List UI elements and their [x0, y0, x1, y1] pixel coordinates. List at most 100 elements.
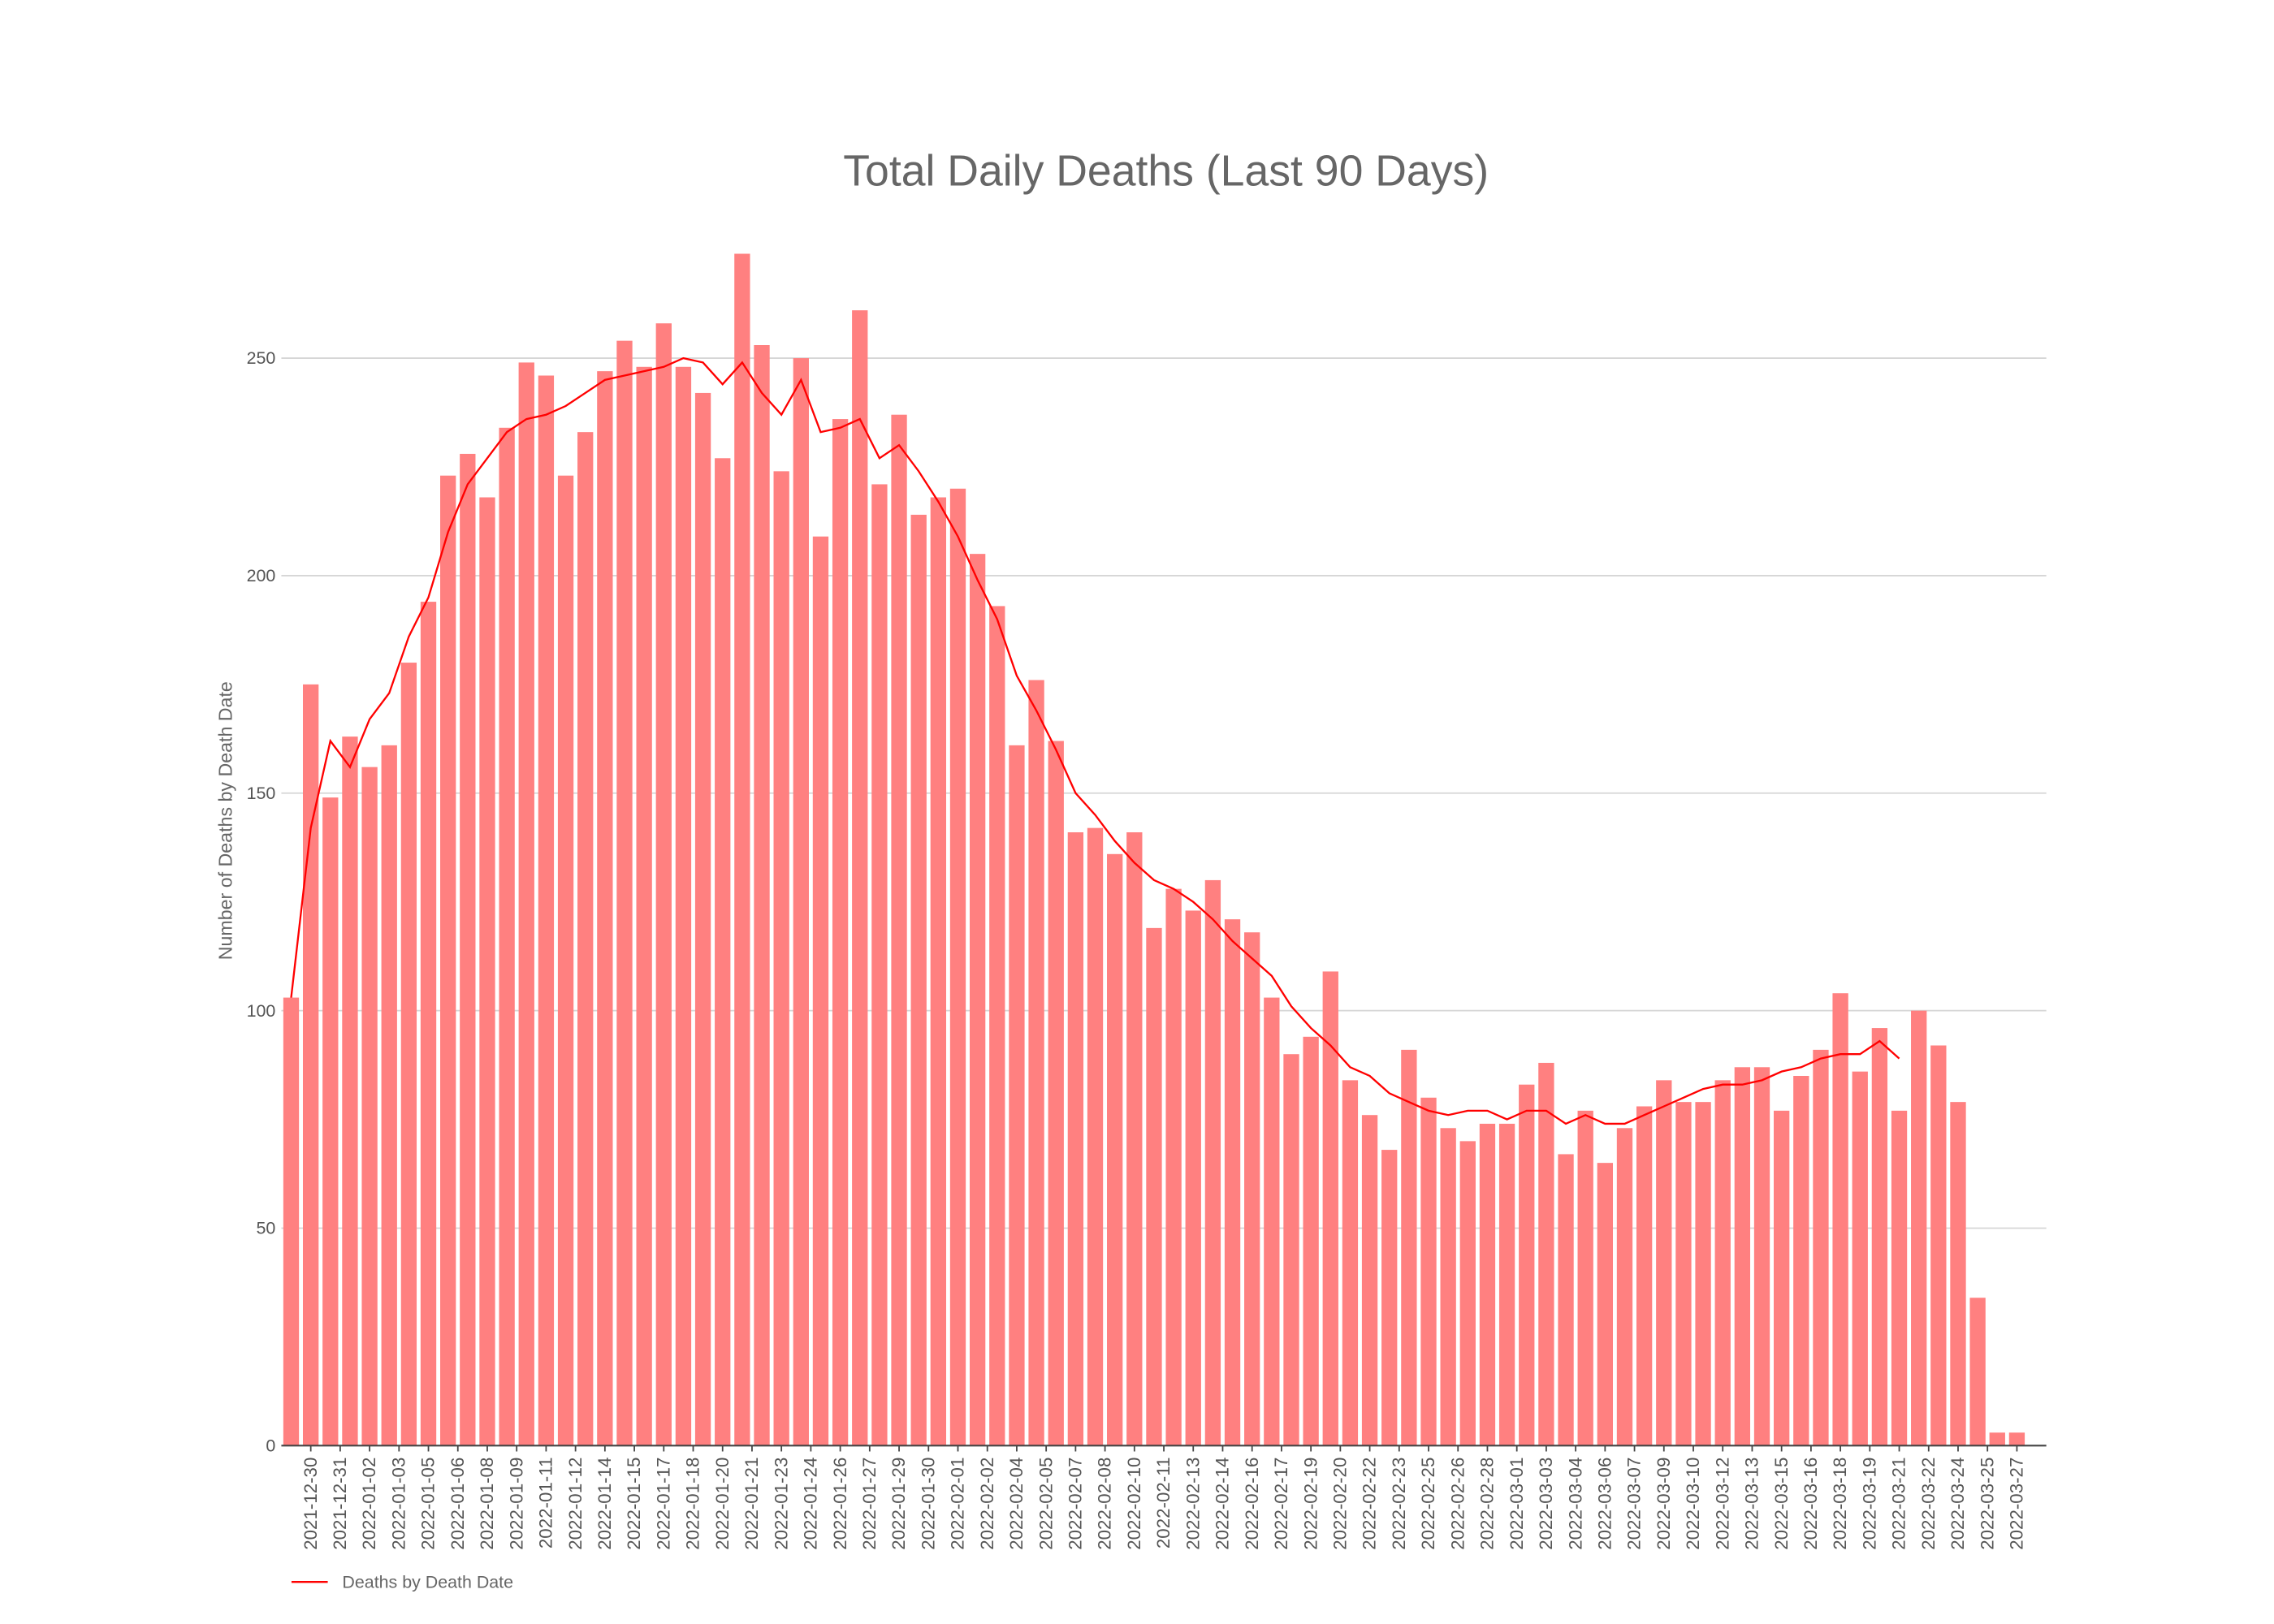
bar [538, 375, 555, 1446]
bar [577, 432, 594, 1446]
x-tick-label: 2022-02-28 [1477, 1458, 1498, 1550]
x-tick-label: 2022-03-04 [1565, 1458, 1585, 1550]
x-tick-label: 2022-02-04 [1006, 1458, 1027, 1550]
bar [1597, 1163, 1613, 1446]
x-tick-label: 2021-12-30 [300, 1458, 321, 1550]
x-tick-label: 2022-03-12 [1712, 1458, 1732, 1550]
bar [1519, 1084, 1535, 1446]
bar [1303, 1036, 1319, 1446]
bar [361, 767, 378, 1446]
bar [1734, 1067, 1751, 1446]
x-tick-label: 2022-02-10 [1124, 1458, 1144, 1550]
bar [420, 602, 437, 1446]
x-tick-label: 2022-01-14 [594, 1458, 615, 1550]
bar [1204, 879, 1221, 1446]
x-tick-label: 2022-01-02 [359, 1458, 379, 1550]
bar [1048, 741, 1064, 1446]
x-tick-label: 2022-03-25 [1977, 1458, 1997, 1550]
y-tick-label: 200 [247, 566, 276, 585]
bar [1440, 1128, 1456, 1446]
x-tick-label: 2022-02-20 [1330, 1458, 1351, 1550]
x-tick-label: 2022-03-16 [1801, 1458, 1821, 1550]
bar [1146, 927, 1162, 1446]
x-tick-label: 2022-02-16 [1242, 1458, 1262, 1550]
x-tick-label: 2022-02-17 [1271, 1458, 1291, 1550]
x-tick-label: 2022-01-18 [683, 1458, 703, 1550]
bar [715, 458, 731, 1446]
x-tick-label: 2022-02-13 [1182, 1458, 1203, 1550]
bar [910, 514, 927, 1446]
bar [1930, 1045, 1947, 1446]
bar [1498, 1123, 1515, 1446]
line [290, 356, 1900, 1125]
bar [381, 745, 397, 1446]
x-tick-label: 2022-03-09 [1654, 1458, 1674, 1550]
x-tick-label: 2022-02-19 [1300, 1458, 1321, 1550]
x-tick-label: 2022-02-23 [1389, 1458, 1409, 1550]
x-tick-label: 2022-01-06 [447, 1458, 468, 1550]
x-tick-label: 2022-02-02 [977, 1458, 997, 1550]
bar [1361, 1115, 1378, 1446]
bar [734, 253, 750, 1446]
bar [302, 684, 319, 1446]
bar [969, 554, 986, 1446]
bar [1087, 827, 1104, 1446]
bar [1264, 997, 1280, 1446]
x-tick-label: 2022-01-09 [506, 1458, 526, 1550]
x-tick-label: 2022-01-20 [712, 1458, 733, 1550]
x-tick-label: 2022-02-25 [1418, 1458, 1438, 1550]
x-tick-label: 2022-03-10 [1683, 1458, 1703, 1550]
bar [1832, 993, 1848, 1446]
bar [518, 362, 534, 1446]
y-tick-label: 250 [247, 348, 276, 368]
x-tick-label: 2022-03-13 [1742, 1458, 1762, 1550]
bar [400, 663, 417, 1446]
x-tick-label: 2022-03-06 [1594, 1458, 1615, 1550]
x-tick-label: 2022-01-17 [653, 1458, 673, 1550]
bar [283, 997, 300, 1446]
x-tick-label: 2022-03-24 [1948, 1458, 1968, 1550]
x-tick-label: 2022-02-22 [1360, 1458, 1380, 1550]
bar [1126, 832, 1143, 1446]
bar [694, 392, 711, 1446]
x-tick-label: 2022-02-07 [1066, 1458, 1086, 1550]
x-tick-label: 2022-02-11 [1153, 1458, 1174, 1548]
bar [597, 371, 613, 1446]
x-tick-label: 2022-02-05 [1035, 1458, 1056, 1550]
bar [1989, 1432, 2005, 1446]
bar [1420, 1097, 1437, 1446]
bar [479, 497, 495, 1446]
bar [1067, 832, 1084, 1446]
bar [1950, 1102, 1966, 1446]
bar [1774, 1110, 1790, 1446]
x-tick-label: 2022-01-08 [477, 1458, 497, 1550]
bar [1165, 888, 1182, 1446]
x-tick-label: 2022-03-19 [1859, 1458, 1879, 1550]
bar [754, 345, 770, 1446]
bar [1891, 1110, 1908, 1446]
bar [460, 453, 476, 1446]
x-tick-label: 2022-02-14 [1213, 1458, 1233, 1550]
bar [871, 484, 888, 1446]
y-tick-label: 150 [247, 784, 276, 803]
bar [773, 471, 789, 1446]
bar [1244, 932, 1260, 1446]
bar [930, 497, 947, 1446]
x-tick-label: 2022-01-24 [801, 1458, 821, 1550]
bar [949, 488, 966, 1446]
x-tick-label: 2022-01-03 [388, 1458, 409, 1550]
bar [1401, 1049, 1417, 1446]
bar [1538, 1062, 1554, 1446]
bar [616, 340, 633, 1446]
bar [1322, 971, 1338, 1446]
bar [1616, 1128, 1633, 1446]
bar [1969, 1298, 1986, 1446]
bar [1656, 1080, 1672, 1446]
x-tick-label: 2022-01-21 [741, 1458, 762, 1550]
bar [1342, 1080, 1359, 1446]
bar [1381, 1150, 1398, 1446]
bar [1558, 1154, 1574, 1446]
x-tick-label: 2022-03-07 [1624, 1458, 1645, 1550]
x-tick-label: 2022-01-12 [565, 1458, 586, 1550]
